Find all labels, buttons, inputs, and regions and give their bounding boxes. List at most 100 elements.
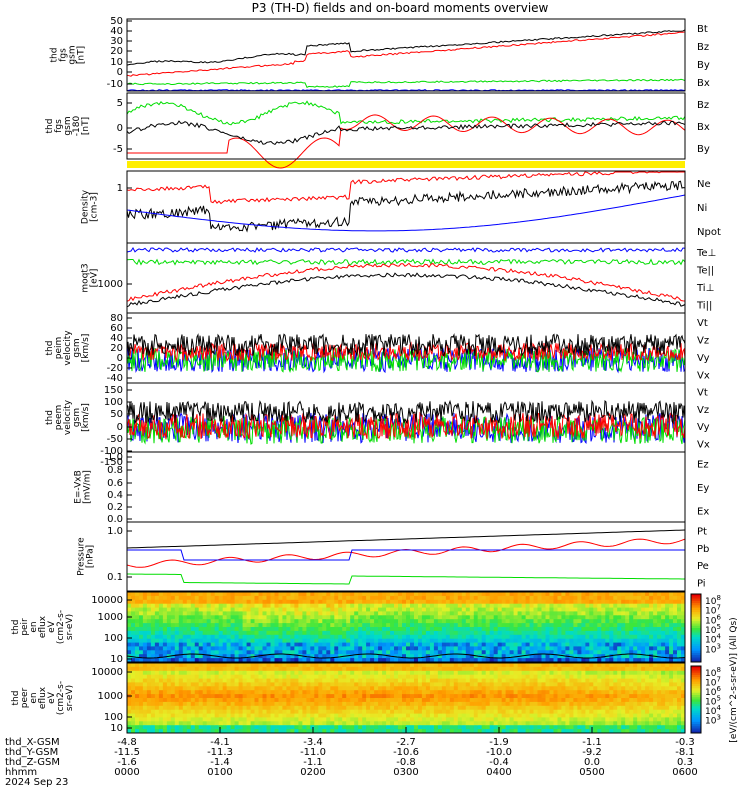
spectrogram-cell <box>597 646 602 651</box>
spectrogram-cell <box>234 721 240 726</box>
spectrogram-cell <box>382 705 387 711</box>
spectrogram-cell <box>585 713 590 718</box>
spectrogram-cell <box>609 592 614 597</box>
spectrogram-cell <box>146 658 152 663</box>
spectrogram-cell <box>150 607 156 612</box>
spectrogram-cell <box>346 709 351 715</box>
spectrogram-cell <box>206 658 212 663</box>
spectrogram-cell <box>338 592 343 597</box>
spectrogram-cell <box>653 623 658 628</box>
spectrogram-cell <box>565 670 570 676</box>
spectrogram-cell <box>202 698 208 703</box>
spectrogram-cell <box>166 658 172 663</box>
spectrogram-cell <box>330 607 335 612</box>
spectrogram-cell <box>441 607 447 612</box>
spectrogram-cell <box>661 619 666 624</box>
spectrogram-cell <box>617 705 622 711</box>
spectrogram-cell <box>501 729 507 734</box>
spectrogram-cell <box>505 713 511 718</box>
spectrogram-cell <box>418 663 423 668</box>
spectrogram-cell <box>322 627 327 632</box>
spectrogram-cell <box>469 630 475 636</box>
spectrogram-cell <box>230 603 236 609</box>
spectrogram-cell <box>366 599 371 605</box>
spectrogram-cell <box>366 698 371 703</box>
spectrogram-cell <box>282 701 287 707</box>
spectrogram-cell <box>390 682 395 687</box>
spectrogram-cell <box>469 658 475 663</box>
spectrogram-cell <box>326 690 331 695</box>
spectrogram-cell <box>621 599 626 605</box>
spectrogram-cell <box>525 678 531 683</box>
spectrogram-cell <box>661 709 666 715</box>
spectrogram-cell <box>278 595 283 601</box>
spectrogram-cell <box>314 646 319 651</box>
spectrogram-cell <box>278 686 283 691</box>
spectrogram-cell <box>274 729 279 734</box>
spectrogram-cell <box>657 713 662 718</box>
spectrogram-cell <box>298 646 303 651</box>
spectrogram-cell <box>262 682 267 687</box>
spectrogram-cell <box>645 666 650 672</box>
spectrogram-cell <box>150 592 156 597</box>
spectrogram-cell <box>481 607 487 612</box>
spectrogram-cell <box>298 630 303 636</box>
spectrogram-cell <box>557 634 562 640</box>
spectrogram-cell <box>609 599 614 605</box>
spectrogram-cell <box>354 694 359 699</box>
spectrogram-cell <box>653 650 658 655</box>
spectrogram-cell <box>127 674 132 680</box>
spectrogram-cell <box>414 709 419 715</box>
spectrogram-cell <box>150 619 156 624</box>
spectrogram-cell <box>382 678 387 683</box>
spectrogram-cell <box>290 686 295 691</box>
spectrogram-cell <box>282 674 287 680</box>
spectrogram-cell <box>585 678 590 683</box>
spectrogram-cell <box>286 713 291 718</box>
spectrogram-cell <box>497 658 503 663</box>
spectrogram-cell <box>366 725 371 730</box>
spectrogram-cell <box>354 682 359 687</box>
spectrogram-cell <box>493 709 499 715</box>
spectrogram-cell <box>629 694 634 699</box>
spectrogram-cell <box>509 725 515 730</box>
spectrogram-cell <box>410 682 415 687</box>
spectrogram-cell <box>545 592 550 597</box>
spectrogram-cell <box>525 670 531 676</box>
spectrogram-cell <box>226 717 232 722</box>
spectrogram-cell <box>589 611 594 616</box>
spectrogram-cell <box>577 650 582 655</box>
spectrogram-cell <box>210 654 216 659</box>
spectrogram-cell <box>569 658 574 663</box>
spectrogram-cell <box>449 678 455 683</box>
spectrogram-cell <box>621 682 626 687</box>
spectrogram-cell <box>342 725 347 730</box>
spectrogram-cell <box>465 592 471 597</box>
spectrogram-cell <box>222 607 228 612</box>
spectrogram-cell <box>625 705 630 711</box>
spectrogram-cell <box>633 634 638 640</box>
spectrogram-cell <box>198 701 204 707</box>
spectrogram-cell <box>469 619 475 624</box>
spectrogram-cell <box>653 663 658 668</box>
spectrogram-cell <box>457 630 463 636</box>
spectrogram-cell <box>238 592 244 597</box>
spectrogram-cell <box>326 607 331 612</box>
spectrogram-cell <box>581 634 586 640</box>
spectrogram-cell <box>509 634 515 640</box>
spectrogram-cell <box>131 630 136 636</box>
spectrogram-cell <box>378 666 383 672</box>
spectrogram-cell <box>521 717 527 722</box>
spectrogram-cell <box>258 599 263 605</box>
spectrogram-cell <box>469 615 475 620</box>
spectrogram-cell <box>613 603 618 609</box>
spectrogram-cell <box>306 682 311 687</box>
spectrogram-cell <box>485 694 491 699</box>
spectrogram-cell <box>294 678 299 683</box>
spectrogram-cell <box>402 595 407 601</box>
spectrogram-cell <box>394 599 399 605</box>
spectrogram-cell <box>190 717 196 722</box>
spectrogram-cell <box>214 717 220 722</box>
spectrogram-cell <box>186 634 192 640</box>
spectrogram-cell <box>545 642 550 647</box>
